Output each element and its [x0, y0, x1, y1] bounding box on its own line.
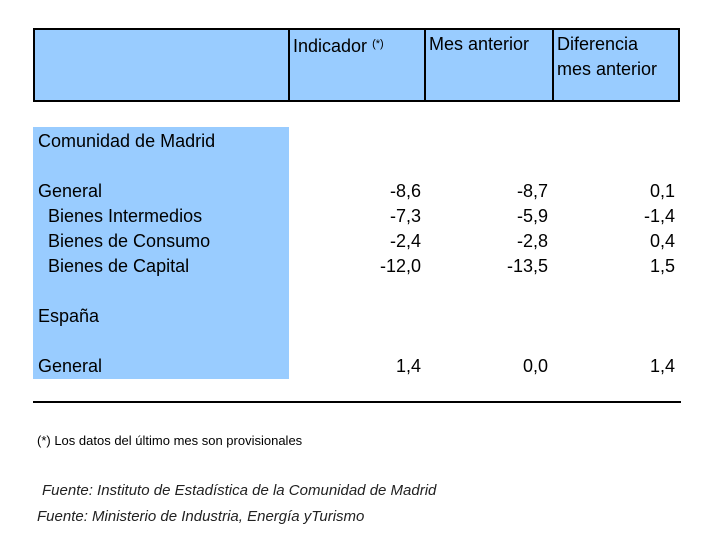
cell-mes-anterior: -13,5 [506, 256, 548, 276]
section-title-madrid: Comunidad de Madrid [38, 131, 216, 151]
header-indicador-label: Indicador [293, 36, 368, 56]
cell-mes-anterior: -2,8 [516, 231, 548, 251]
cell-indicador: -7,3 [389, 206, 421, 226]
cell-indicador: 1,4 [395, 356, 421, 376]
cell-diferencia: -1,4 [643, 206, 675, 226]
header-divider [424, 30, 426, 100]
cell-diferencia: 1,5 [649, 256, 675, 276]
row-label: Bienes Intermedios [48, 206, 203, 226]
cell-diferencia: 0,4 [649, 231, 675, 251]
cell-mes-anterior: 0,0 [522, 356, 548, 376]
table-bottom-rule [33, 401, 681, 403]
source-line: Fuente: Ministerio de Industria, Energía… [37, 508, 365, 525]
cell-mes-anterior: -8,7 [516, 181, 548, 201]
row-label: General [38, 356, 103, 376]
row-label: Bienes de Capital [48, 256, 190, 276]
row-label: General [38, 181, 103, 201]
header-diferencia-line2: mes anterior [557, 59, 658, 79]
label-column-background [33, 127, 289, 379]
table-header: Indicador (*) Mes anterior Diferencia me… [33, 28, 680, 102]
header-divider [552, 30, 554, 100]
row-label: Bienes de Consumo [48, 231, 211, 251]
cell-indicador: -2,4 [389, 231, 421, 251]
footnote: (*) Los datos del último mes son provisi… [37, 433, 303, 448]
header-diferencia-line1: Diferencia [557, 34, 639, 54]
header-divider [288, 30, 290, 100]
source-line: Fuente: Instituto de Estadística de la C… [42, 482, 437, 499]
cell-diferencia: 1,4 [649, 356, 675, 376]
cell-indicador: -12,0 [379, 256, 421, 276]
header-indicador: Indicador (*) [293, 34, 384, 58]
cell-diferencia: 0,1 [649, 181, 675, 201]
cell-indicador: -8,6 [389, 181, 421, 201]
cell-mes-anterior: -5,9 [516, 206, 548, 226]
header-mes-anterior: Mes anterior [429, 34, 530, 54]
section-title-espana: España [38, 306, 100, 326]
header-indicador-footnote-mark: (*) [372, 38, 384, 50]
